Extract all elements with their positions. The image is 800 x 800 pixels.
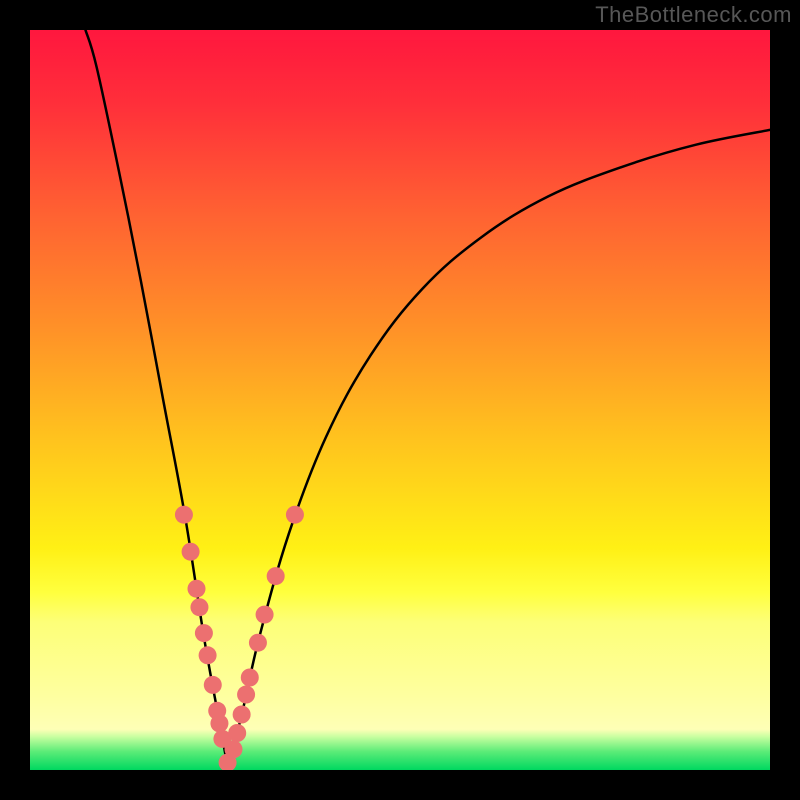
plot-svg [30, 30, 770, 770]
scatter-point [286, 506, 304, 524]
chart-frame: TheBottleneck.com [0, 0, 800, 800]
scatter-point [199, 646, 217, 664]
scatter-point [237, 686, 255, 704]
watermark-text: TheBottleneck.com [595, 2, 792, 28]
scatter-point [249, 634, 267, 652]
scatter-point [182, 543, 200, 561]
curve-right-branch [228, 130, 770, 766]
scatter-point [256, 606, 274, 624]
scatter-point [175, 506, 193, 524]
plot-area [30, 30, 770, 770]
scatter-point [210, 714, 228, 732]
scatter-point [190, 598, 208, 616]
scatter-point [241, 669, 259, 687]
scatter-point [233, 706, 251, 724]
scatter-point [225, 740, 243, 758]
scatter-point [195, 624, 213, 642]
scatter-point [188, 580, 206, 598]
scatter-point [204, 676, 222, 694]
scatter-point [228, 724, 246, 742]
scatter-point [267, 567, 285, 585]
